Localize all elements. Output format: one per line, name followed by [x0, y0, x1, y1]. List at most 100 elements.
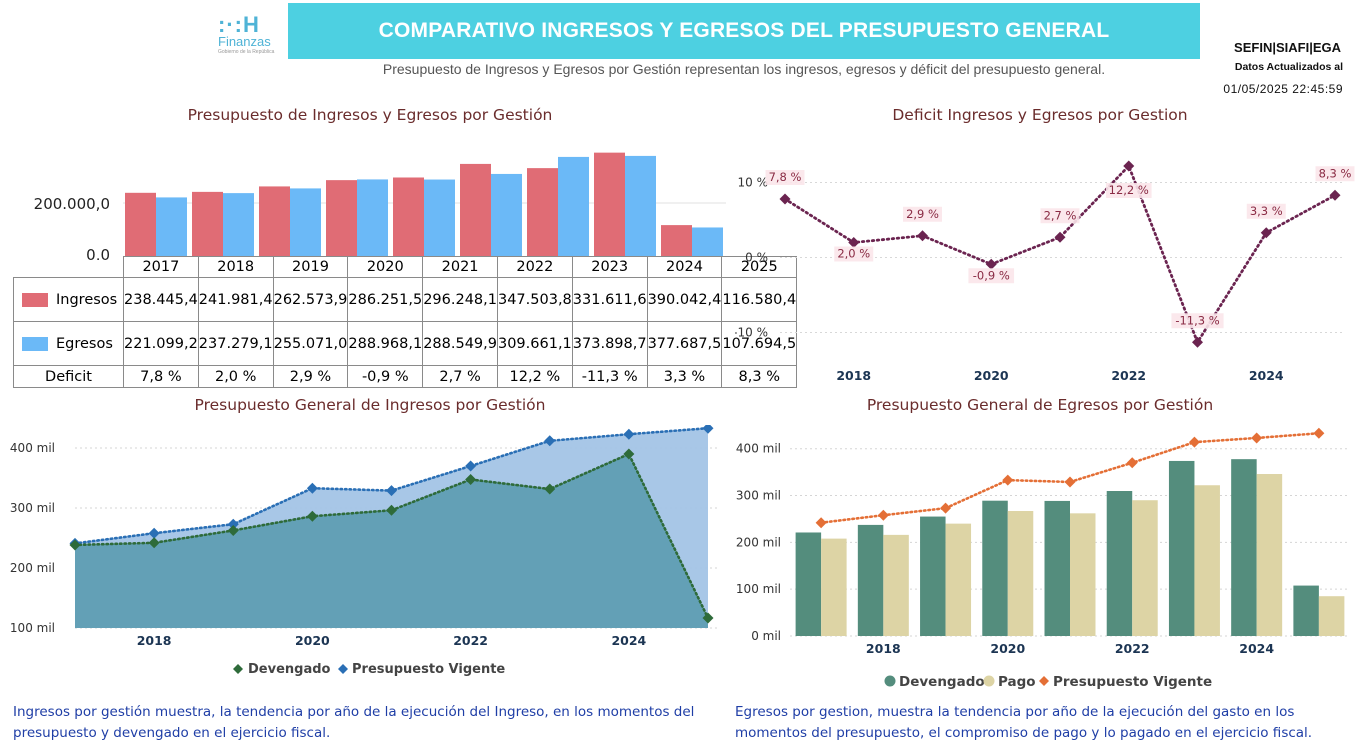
devengado-bar [920, 516, 946, 636]
x-tick-label: 2022 [1115, 641, 1150, 656]
ingresos-egresos-bar-chart: 200.000,00,0 [34, 152, 726, 260]
table-year-header: 2023 [571, 256, 648, 278]
deficit-point [1123, 160, 1135, 172]
page-subtitle: Presupuesto de Ingresos y Egresos por Ge… [382, 61, 1106, 77]
vigente-point [1064, 476, 1076, 488]
deficit-point [1329, 189, 1341, 201]
devengado-bar [795, 532, 822, 636]
vigente-point [702, 425, 714, 434]
pago-bar [945, 523, 972, 636]
ingresos-bar [326, 180, 357, 256]
devengado-point [148, 537, 160, 549]
devengado-bar [1293, 585, 1319, 636]
data-source: SEFIN|SIAFI|EGA [1234, 40, 1341, 55]
devengado-point [623, 448, 635, 460]
updated-label: Datos Actualizados al [1234, 61, 1343, 73]
data-label-bg [968, 268, 1015, 284]
table-cell-ingresos: 296.248,1 [422, 277, 498, 322]
table-row-egresos: Egresos 221.099,2 237.279,1 255.071,0 288.9… [13, 321, 798, 366]
table-cell-deficit: 3,3 % [646, 365, 723, 388]
table-cell-deficit: -11,3 % [571, 365, 648, 388]
page-title: COMPARATIVO INGRESOS Y EGRESOS DEL PRESU… [378, 19, 1110, 42]
table-cell-egresos: 255.071,0 [272, 321, 349, 366]
devengado-bar [857, 524, 884, 636]
vigente-point [544, 435, 556, 447]
data-label-bg [765, 170, 805, 185]
table-year-header: 2021 [422, 256, 498, 278]
x-tick-label: 2020 [974, 368, 1009, 383]
pago-bar [821, 538, 847, 636]
legend-vigente-marker [1039, 676, 1049, 686]
pago-bar [883, 534, 909, 636]
devengado-bar [1231, 459, 1257, 636]
x-tick-label: 2020 [295, 633, 330, 648]
pago-bar [1007, 510, 1034, 636]
title-banner: COMPARATIVO INGRESOS Y EGRESOS DEL PRESU… [288, 3, 1200, 59]
table-cell-deficit: 2,7 % [422, 365, 498, 388]
data-label-bg [1171, 313, 1224, 329]
egresos-bar [625, 155, 656, 256]
egresos-bar [558, 156, 589, 256]
table-row-ingresos: Ingresos 238.445,4 241.981,4 262.573,9 286.… [13, 277, 798, 322]
legend-devengado-label: Devengado [248, 662, 331, 677]
egresos-bar [424, 179, 455, 256]
x-tick-label: 2022 [453, 633, 488, 648]
ingresos-bar [259, 186, 290, 256]
data-label-bg [1246, 203, 1286, 219]
table-cell-deficit: 12,2 % [496, 365, 573, 388]
egresos-bar [491, 173, 522, 256]
table-cell-egresos: 288.968,1 [347, 321, 424, 366]
y-tick-label: 0 % [745, 251, 768, 265]
table-cell-egresos: 373.898,7 [571, 321, 648, 366]
vigente-point [1002, 474, 1014, 486]
devengado-point [465, 474, 477, 485]
devengado-point [702, 612, 714, 624]
ingresos-egresos-table: 2017 2018 2019 2020 2021 2022 2023 2024 2025 Ing… [13, 256, 798, 388]
devengado-point [544, 483, 556, 495]
chart-title-egresos-combo: Presupuesto General de Egresos por Gesti… [866, 396, 1214, 414]
x-tick-label: 2024 [611, 633, 646, 648]
table-cell-egresos: 221.099,2 [123, 321, 199, 366]
ingresos-bar [460, 163, 491, 256]
table-cell-egresos: 237.279,1 [197, 321, 274, 366]
table-cell-ingresos: 390.042,4 [646, 277, 723, 322]
table-cell-ingresos: 331.611,6 [571, 277, 648, 322]
vigente-point [1251, 432, 1263, 444]
ingresos-note: Ingresos por gestión muestra, la tendenc… [13, 704, 695, 741]
pago-bar [1194, 485, 1220, 636]
chart-title-ingresos-area: Presupuesto General de Ingresos por Gest… [194, 396, 546, 414]
y-tick-label: 0 mil [751, 629, 781, 643]
data-label-bg [1040, 208, 1080, 224]
devengado-bar [1044, 500, 1070, 636]
y-tick-label: 300 mil [736, 489, 781, 503]
data-label: 7,8 % [769, 170, 802, 184]
table-year-header: 2024 [646, 256, 723, 278]
table-cell-deficit: 7,8 % [123, 365, 199, 388]
ingresos-bar [125, 192, 156, 256]
data-label: 8,3 % [1319, 166, 1352, 180]
legend-pago-label: Pago [998, 674, 1036, 690]
egresos-bar [223, 193, 254, 256]
vigente-point [386, 485, 397, 497]
x-tick-label: 2024 [1239, 641, 1274, 656]
deficit-point [917, 230, 928, 242]
vigente-point [1126, 457, 1138, 469]
data-label: -11,3 % [1175, 313, 1219, 327]
egresos-bar [290, 188, 321, 256]
table-cell-egresos: 309.661,1 [496, 321, 573, 366]
devengado-point [306, 510, 318, 522]
deficit-point [1260, 227, 1272, 239]
table-cell-ingresos: 286.251,5 [347, 277, 424, 322]
devengado-area [75, 454, 708, 628]
legend-pago-marker [983, 675, 995, 687]
deficit-line-chart: -10 % 0 % 10 % 2018 2020 2022 2024 7,8 % 2,0 % 2,… [735, 160, 1355, 383]
row-label-ingresos: Ingresos [13, 277, 124, 322]
y-tick-label: 200 mil [10, 561, 55, 575]
deficit-point [848, 237, 860, 248]
vigente-point [148, 527, 160, 539]
row-label-deficit: Deficit [13, 365, 124, 388]
data-label: 2,0 % [837, 247, 870, 261]
pago-bar [1070, 513, 1096, 636]
table-cell-egresos: 107.694,5 [721, 321, 798, 366]
x-tick-label: 2022 [1111, 368, 1146, 383]
